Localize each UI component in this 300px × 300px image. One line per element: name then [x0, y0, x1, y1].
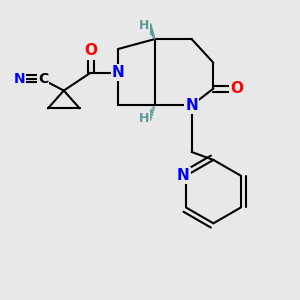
Text: N: N	[177, 168, 189, 183]
Text: H: H	[139, 19, 149, 32]
Text: O: O	[84, 44, 97, 59]
Text: N: N	[185, 98, 198, 113]
Text: O: O	[231, 81, 244, 96]
Text: H: H	[139, 112, 149, 125]
Text: N: N	[14, 72, 25, 86]
Polygon shape	[146, 24, 155, 39]
Text: C: C	[38, 72, 48, 86]
Text: N: N	[112, 65, 125, 80]
